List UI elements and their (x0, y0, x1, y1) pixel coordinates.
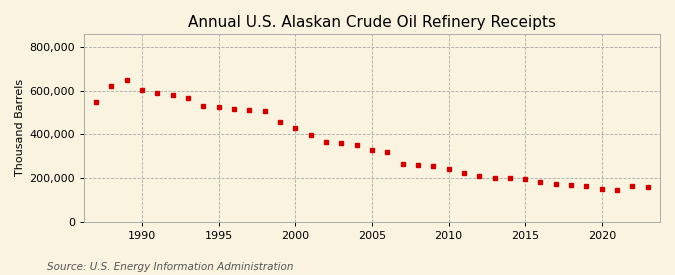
Title: Annual U.S. Alaskan Crude Oil Refinery Receipts: Annual U.S. Alaskan Crude Oil Refinery R… (188, 15, 556, 30)
Text: Source: U.S. Energy Information Administration: Source: U.S. Energy Information Administ… (47, 262, 294, 272)
Y-axis label: Thousand Barrels: Thousand Barrels (15, 79, 25, 176)
